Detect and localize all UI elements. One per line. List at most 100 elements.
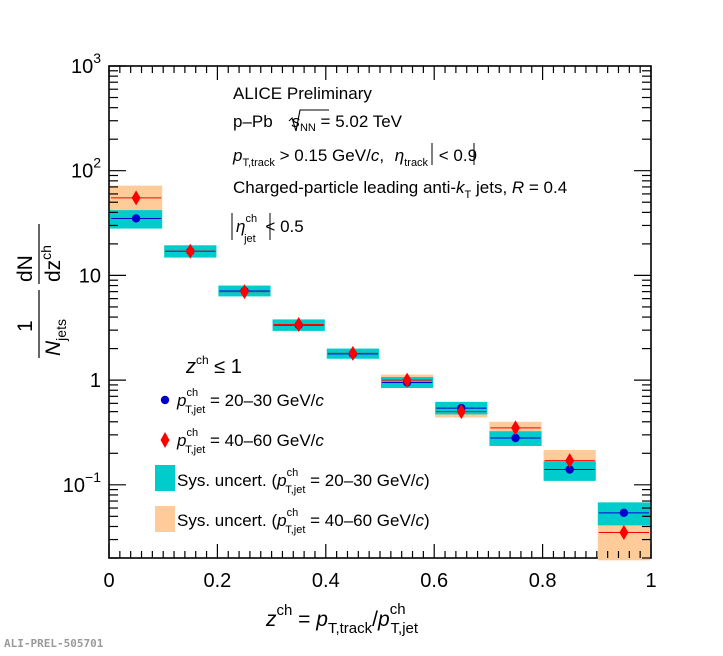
x-title-den-sub: T,jet — [391, 620, 419, 637]
x-title-den-sup: ch — [390, 601, 406, 618]
jet-k: k — [456, 178, 466, 197]
point-40-60-4 — [348, 345, 358, 361]
x-title-num: p — [315, 608, 328, 631]
jet-mid: jets, — [471, 178, 512, 197]
jet-prefix: Charged-particle leading anti- — [233, 178, 456, 197]
y-title-n: Njets — [42, 319, 69, 356]
x-axis-title: zch = pT,track/pch T,jet — [265, 601, 419, 637]
legend-header-sup: ch — [196, 353, 209, 367]
y-tick-label: 1 — [90, 370, 101, 392]
jet-k-sub: T — [465, 189, 472, 201]
legend-entry-prefix: Sys. uncert. ( — [177, 511, 277, 530]
point-20-30-7 — [511, 433, 520, 443]
eta-track-value: < 0.9 — [434, 146, 477, 165]
legend-header-var: z — [185, 356, 196, 378]
system-value: = 5.02 TeV — [316, 112, 403, 131]
system-sub: NN — [300, 122, 316, 134]
eta-track-sub: track — [404, 157, 428, 169]
legend-entry-suffix: ) — [424, 471, 430, 490]
x-title-slash: / — [372, 608, 378, 631]
point-40-60-8 — [565, 453, 575, 469]
annotation-track-cut: pT,track > 0.15 GeV/c, ηtrack < 0.9 — [232, 146, 477, 169]
legend-entry-var: p — [176, 391, 186, 410]
point-40-60-9 — [619, 525, 629, 541]
y-title-dz-text: dz — [42, 260, 65, 282]
y-title-one: 1 — [14, 320, 37, 332]
point-20-30-8 — [565, 465, 574, 474]
track-cut-sub: T,track — [242, 157, 275, 169]
eta-track-var: η — [395, 146, 404, 165]
y-title-n-sub: jets — [53, 319, 69, 342]
track-cut-value: > 0.15 GeV/ — [275, 146, 371, 165]
legend-header: zch ≤ 1 — [185, 353, 242, 378]
x-axis-ticks: 0 0.2 0.4 0.6 0.8 1 — [103, 66, 657, 592]
x-tick-label: 0.2 — [203, 570, 231, 592]
point-40-60-0 — [131, 190, 141, 206]
y-tick-label: 10−1 — [63, 469, 101, 497]
x-tick-label: 0.4 — [312, 570, 340, 592]
legend-header-value: ≤ 1 — [209, 356, 242, 378]
legend-sys-box-20-30 — [155, 465, 175, 491]
legend-sys-box-40-60 — [155, 506, 175, 532]
legend-entry-sys-40-60: Sys. uncert. (pch T,jet = 40–60 GeV/c) — [177, 507, 430, 536]
legend-entry-sup: ch — [186, 427, 198, 439]
point-40-60-3 — [294, 316, 304, 332]
y-title-dz-sup: ch — [38, 245, 54, 260]
legend-marker-20-30 — [160, 395, 170, 405]
jet-r-value: = 0.4 — [524, 178, 567, 197]
data-points — [111, 190, 649, 541]
track-cut-var: p — [232, 146, 242, 165]
eta-jet-var: η — [236, 217, 245, 236]
sqrt-sign-icon — [288, 109, 329, 132]
legend-entry-sub: T,jet — [285, 524, 305, 536]
annotation-jet-def: Charged-particle leading anti-kT jets, R… — [233, 178, 567, 201]
x-title-sup: ch — [277, 602, 293, 619]
legend-entry-sup: ch — [287, 467, 299, 479]
x-tick-label: 0.8 — [529, 570, 557, 592]
point-40-60-2 — [240, 284, 249, 300]
legend-entry-20-30: pch T,jet = 20–30 GeV/c — [176, 387, 324, 416]
jet-r: R — [512, 178, 524, 197]
annotations: ALICE Preliminary p–Pb sNN = 5.02 TeV pT… — [231, 84, 567, 245]
legend-entry-var: p — [176, 431, 186, 450]
y-axis-ticks: 10−1 1 10 102 103 — [63, 50, 651, 559]
legend-entry-sub: T,jet — [185, 404, 205, 416]
legend-entry-var: p — [276, 511, 286, 530]
legend-entry-sys-20-30: Sys. uncert. (pch T,jet = 20–30 GeV/c) — [177, 467, 430, 496]
point-40-60-6 — [456, 404, 466, 420]
x-title-eq: = — [292, 608, 316, 631]
x-tick-label: 0 — [103, 570, 114, 592]
annotation-experiment: ALICE Preliminary — [233, 84, 372, 103]
point-20-30-9 — [619, 508, 629, 518]
x-title-den: p — [377, 608, 390, 631]
legend-entry-suffix: ) — [424, 511, 430, 530]
legend-entry-value: = 20–30 GeV/ — [205, 391, 315, 410]
x-tick-label: 1 — [645, 570, 656, 592]
eta-jet-value: < 0.5 — [261, 217, 304, 236]
y-tick-label: 103 — [71, 50, 101, 78]
system-prefix: p–Pb — [233, 112, 277, 131]
y-title-dn: dN — [14, 255, 37, 282]
x-tick-label: 0.6 — [420, 570, 448, 592]
y-title-dn-text: dN — [14, 255, 37, 282]
point-20-30-0 — [131, 214, 141, 223]
annotation-system: p–Pb sNN = 5.02 TeV — [233, 112, 403, 134]
annotation-eta-jet: ηch jet < 0.5 — [236, 213, 304, 245]
system-var: s — [291, 112, 300, 131]
y-tick-label: 10 — [79, 265, 101, 287]
point-40-60-7 — [511, 420, 520, 436]
plot-area: 0 0.2 0.4 0.6 0.8 1 10−1 1 10 102 103 — [63, 50, 657, 592]
legend-entry-sub: T,jet — [285, 484, 305, 496]
legend-entry-value: = 20–30 GeV/ — [305, 471, 415, 490]
legend-entry-sub: T,jet — [185, 444, 205, 456]
legend-marker-40-60 — [160, 432, 170, 448]
point-40-60-1 — [185, 243, 195, 259]
x-title-var: z — [265, 608, 277, 631]
y-title-dz: dzch — [38, 245, 65, 282]
legend-entry-unit: c — [315, 431, 324, 450]
legend-entry-sup: ch — [287, 507, 299, 519]
legend-entry-unit: c — [315, 391, 324, 410]
legend-entry-unit: c — [416, 471, 425, 490]
legend-entry-var: p — [276, 471, 286, 490]
legend: zch ≤ 1 pch T,jet = 20–30 GeV/c pch T,jet … — [155, 353, 430, 536]
